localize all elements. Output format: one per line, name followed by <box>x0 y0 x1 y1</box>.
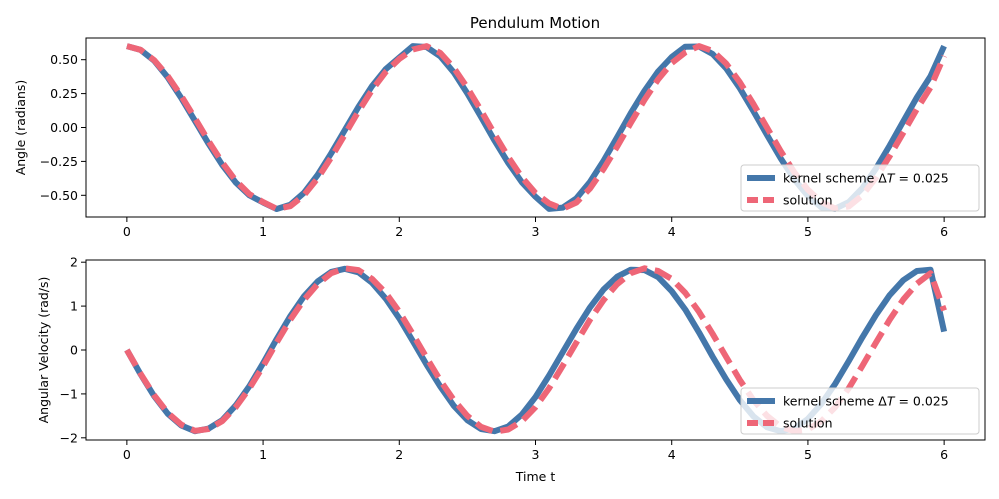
angle-panel: 0 1 2 3 4 5 6 −0.50 −0.25 0.00 0.25 0.50 Angle (radi… <box>13 37 986 239</box>
legend: kernel scheme ΔT = 0.025 solution <box>740 164 980 212</box>
figure-title: Pendulum Motion <box>470 14 600 32</box>
legend-box <box>740 164 980 212</box>
x-tick-label: 3 <box>532 447 540 462</box>
x-tick-label: 2 <box>395 224 403 239</box>
x-axis-label: Time t <box>515 469 556 484</box>
x-tick-label: 4 <box>668 447 676 462</box>
y-tick-label: −0.25 <box>40 154 78 169</box>
y-tick-label: −0.50 <box>40 188 78 203</box>
x-tick-label: 1 <box>259 447 267 462</box>
legend: kernel scheme ΔT = 0.025 solution <box>740 387 980 435</box>
y-tick-label: 0.50 <box>50 52 78 67</box>
y-tick-label: −1 <box>60 386 78 401</box>
legend-label-kernel: kernel scheme ΔT = 0.025 <box>783 394 949 409</box>
y-tick-label: 0.00 <box>50 120 78 135</box>
x-tick-label: 6 <box>940 224 948 239</box>
x-tick-label: 6 <box>940 447 948 462</box>
y-tick-label: 1 <box>70 299 78 314</box>
legend-label-kernel: kernel scheme ΔT = 0.025 <box>783 171 949 186</box>
legend-label-solution: solution <box>783 193 833 208</box>
y-tick-label: 0 <box>70 343 78 358</box>
angular-velocity-panel: 0 1 2 3 4 5 6 −2 −1 0 1 2 Angular Velocity (rad/s) Ti… <box>36 255 986 484</box>
x-tick-label: 1 <box>259 224 267 239</box>
y-axis-label: Angular Velocity (rad/s) <box>36 277 51 424</box>
y-axis-label: Angle (radians) <box>13 80 28 176</box>
y-tick-label: 0.25 <box>50 86 78 101</box>
x-tick-label: 0 <box>123 224 131 239</box>
x-tick-label: 4 <box>668 224 676 239</box>
x-tick-label: 2 <box>395 447 403 462</box>
y-tick-label: 2 <box>70 255 78 270</box>
legend-box <box>740 387 980 435</box>
series-line-solution <box>124 265 947 435</box>
x-tick-label: 5 <box>804 224 812 239</box>
legend-label-solution: solution <box>783 416 833 431</box>
y-tick-label: −2 <box>60 430 78 445</box>
x-tick-label: 0 <box>123 447 131 462</box>
x-tick-label: 5 <box>804 447 812 462</box>
x-tick-label: 3 <box>532 224 540 239</box>
